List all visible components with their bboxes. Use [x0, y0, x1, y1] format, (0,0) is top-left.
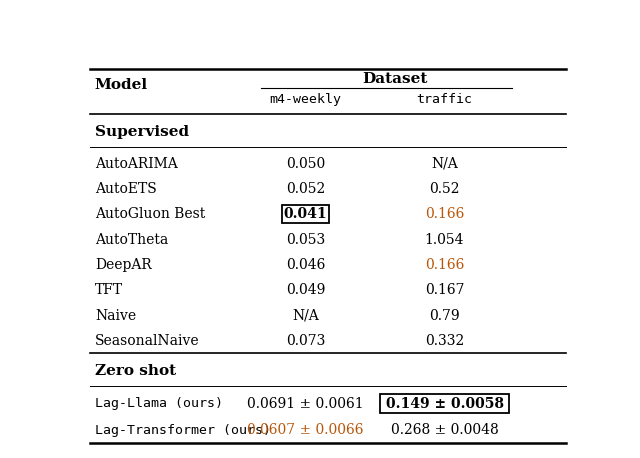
Text: 0.167: 0.167 [425, 284, 464, 297]
Text: 0.52: 0.52 [429, 182, 460, 196]
Text: AutoARIMA: AutoARIMA [95, 157, 178, 170]
Text: 0.049: 0.049 [286, 284, 325, 297]
Text: m4-weekly: m4-weekly [269, 93, 342, 105]
Text: 0.149 ± 0.0058: 0.149 ± 0.0058 [385, 397, 504, 411]
Text: 1.054: 1.054 [425, 233, 464, 247]
Text: 0.041: 0.041 [284, 207, 328, 221]
Text: AutoTheta: AutoTheta [95, 233, 168, 247]
Text: 0.332: 0.332 [425, 334, 464, 348]
Text: 0.268 ± 0.0048: 0.268 ± 0.0048 [390, 423, 499, 437]
Text: 0.166: 0.166 [425, 258, 464, 272]
Text: 0.052: 0.052 [286, 182, 325, 196]
Text: TFT: TFT [95, 284, 123, 297]
Text: DeepAR: DeepAR [95, 258, 152, 272]
Text: AutoGluon Best: AutoGluon Best [95, 207, 205, 221]
Text: Zero shot: Zero shot [95, 364, 176, 378]
Text: SeasonalNaive: SeasonalNaive [95, 334, 200, 348]
Text: 0.053: 0.053 [286, 233, 325, 247]
Text: 0.073: 0.073 [286, 334, 325, 348]
Text: 0.0691 ± 0.0061: 0.0691 ± 0.0061 [248, 397, 364, 411]
Text: N/A: N/A [431, 157, 458, 170]
Text: AutoETS: AutoETS [95, 182, 157, 196]
Text: Naive: Naive [95, 309, 136, 323]
Text: 0.050: 0.050 [286, 157, 325, 170]
Text: N/A: N/A [292, 309, 319, 323]
Text: Lag-Transformer (ours): Lag-Transformer (ours) [95, 424, 271, 437]
Text: 0.166: 0.166 [425, 207, 464, 221]
Bar [282, 205, 329, 223]
Text: Lag-Llama (ours): Lag-Llama (ours) [95, 397, 223, 410]
Text: 0.046: 0.046 [286, 258, 325, 272]
Text: Supervised: Supervised [95, 125, 189, 139]
Text: 0.79: 0.79 [429, 309, 460, 323]
Text: Model: Model [95, 78, 148, 92]
Text: 0.0607 ± 0.0066: 0.0607 ± 0.0066 [248, 423, 364, 437]
Bar [380, 394, 509, 413]
Text: Dataset: Dataset [362, 72, 428, 86]
Text: traffic: traffic [417, 93, 472, 105]
